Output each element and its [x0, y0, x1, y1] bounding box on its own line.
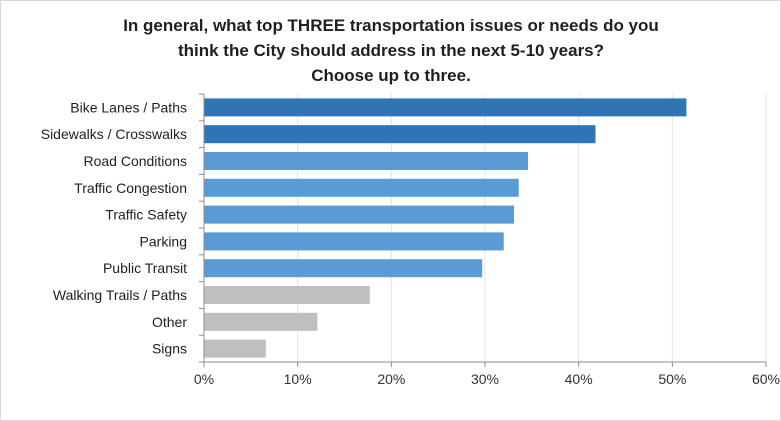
x-tick-label: 50%	[658, 371, 686, 387]
bar	[204, 286, 370, 304]
x-tick-label: 20%	[377, 371, 405, 387]
category-label: Other	[152, 314, 187, 330]
chart-title-line-3: Choose up to three.	[311, 66, 471, 85]
category-label: Traffic Congestion	[74, 180, 187, 196]
category-label: Road Conditions	[83, 153, 187, 169]
x-tick-label: 60%	[752, 371, 780, 387]
category-label: Signs	[152, 341, 187, 357]
bar	[204, 339, 266, 358]
chart-title-line-2: think the City should address in the nex…	[177, 41, 605, 60]
bar	[204, 259, 483, 278]
chart-title: In general, what top THREE transportatio…	[61, 13, 721, 88]
x-tick-label: 40%	[565, 371, 593, 387]
category-label: Sidewalks / Crosswalks	[41, 126, 187, 142]
bar	[204, 312, 318, 331]
bar	[204, 232, 504, 251]
x-tick-label: 0%	[194, 371, 214, 387]
bar	[204, 152, 529, 170]
bar	[204, 178, 519, 197]
category-label: Walking Trails / Paths	[53, 287, 187, 303]
chart-title-line-1: In general, what top THREE transportatio…	[123, 16, 659, 35]
category-label: Parking	[140, 233, 187, 249]
bar	[204, 205, 515, 224]
x-tick-label: 10%	[284, 371, 312, 387]
x-tick-label: 30%	[471, 371, 499, 387]
category-label: Public Transit	[103, 260, 187, 276]
category-label: Bike Lanes / Paths	[70, 99, 187, 115]
bar	[204, 98, 687, 117]
bar	[204, 125, 596, 144]
category-label: Traffic Safety	[105, 207, 187, 223]
